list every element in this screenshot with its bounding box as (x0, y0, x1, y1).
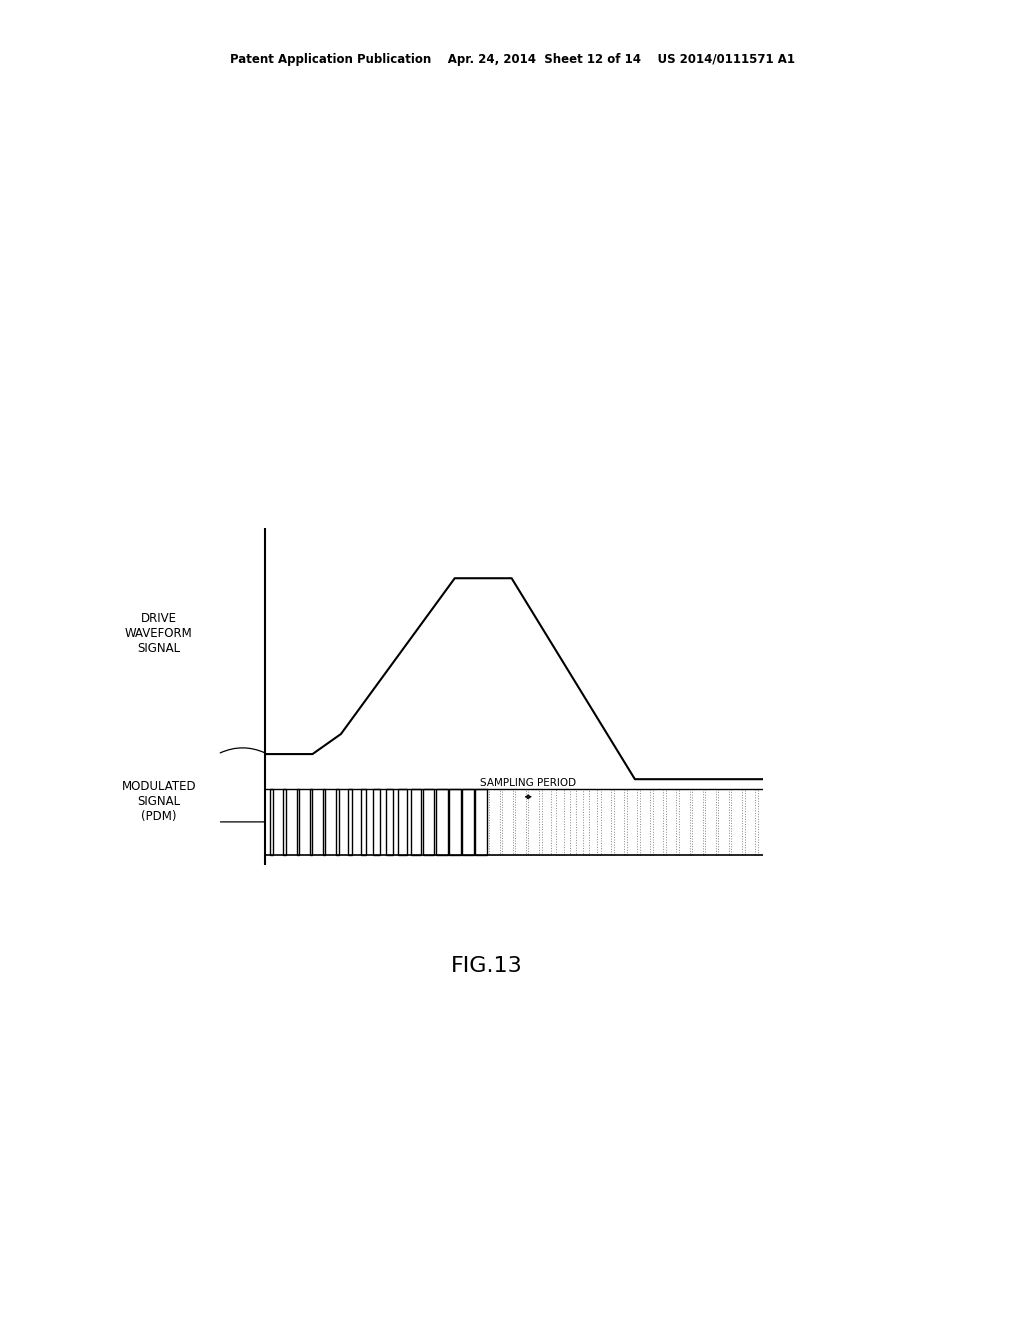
Bar (515, 789, 526, 854)
Bar (475, 789, 487, 854)
Text: SAMPLING PERIOD: SAMPLING PERIOD (480, 777, 577, 788)
Bar (360, 789, 366, 854)
Bar (309, 789, 312, 854)
Bar (597, 789, 601, 854)
Bar (424, 789, 434, 854)
Bar (411, 789, 421, 854)
Bar (611, 789, 613, 854)
Bar (270, 789, 273, 854)
Text: Patent Application Publication    Apr. 24, 2014  Sheet 12 of 14    US 2014/01115: Patent Application Publication Apr. 24, … (229, 53, 795, 66)
Bar (650, 789, 653, 854)
Bar (348, 789, 352, 854)
Bar (677, 789, 679, 854)
Bar (624, 789, 627, 854)
Bar (528, 789, 539, 854)
Bar (556, 789, 564, 854)
Bar (386, 789, 393, 854)
Bar (664, 789, 666, 854)
Text: MODULATED
SIGNAL
(PDM): MODULATED SIGNAL (PDM) (122, 780, 196, 822)
Bar (702, 789, 706, 854)
Bar (463, 789, 474, 854)
Bar (297, 789, 299, 854)
Bar (716, 789, 719, 854)
Bar (729, 789, 731, 854)
Bar (755, 789, 758, 854)
Bar (336, 789, 339, 854)
Bar (323, 789, 326, 854)
Bar (398, 789, 407, 854)
Bar (488, 789, 500, 854)
Bar (436, 789, 447, 854)
Text: DRIVE
WAVEFORM
SIGNAL: DRIVE WAVEFORM SIGNAL (125, 612, 193, 655)
Bar (689, 789, 692, 854)
Bar (584, 789, 589, 854)
Text: FIG.13: FIG.13 (451, 956, 522, 977)
Bar (569, 789, 577, 854)
Bar (374, 789, 380, 854)
Bar (284, 789, 286, 854)
Bar (450, 789, 461, 854)
Bar (742, 789, 744, 854)
Bar (502, 789, 513, 854)
Bar (637, 789, 640, 854)
Bar (542, 789, 551, 854)
